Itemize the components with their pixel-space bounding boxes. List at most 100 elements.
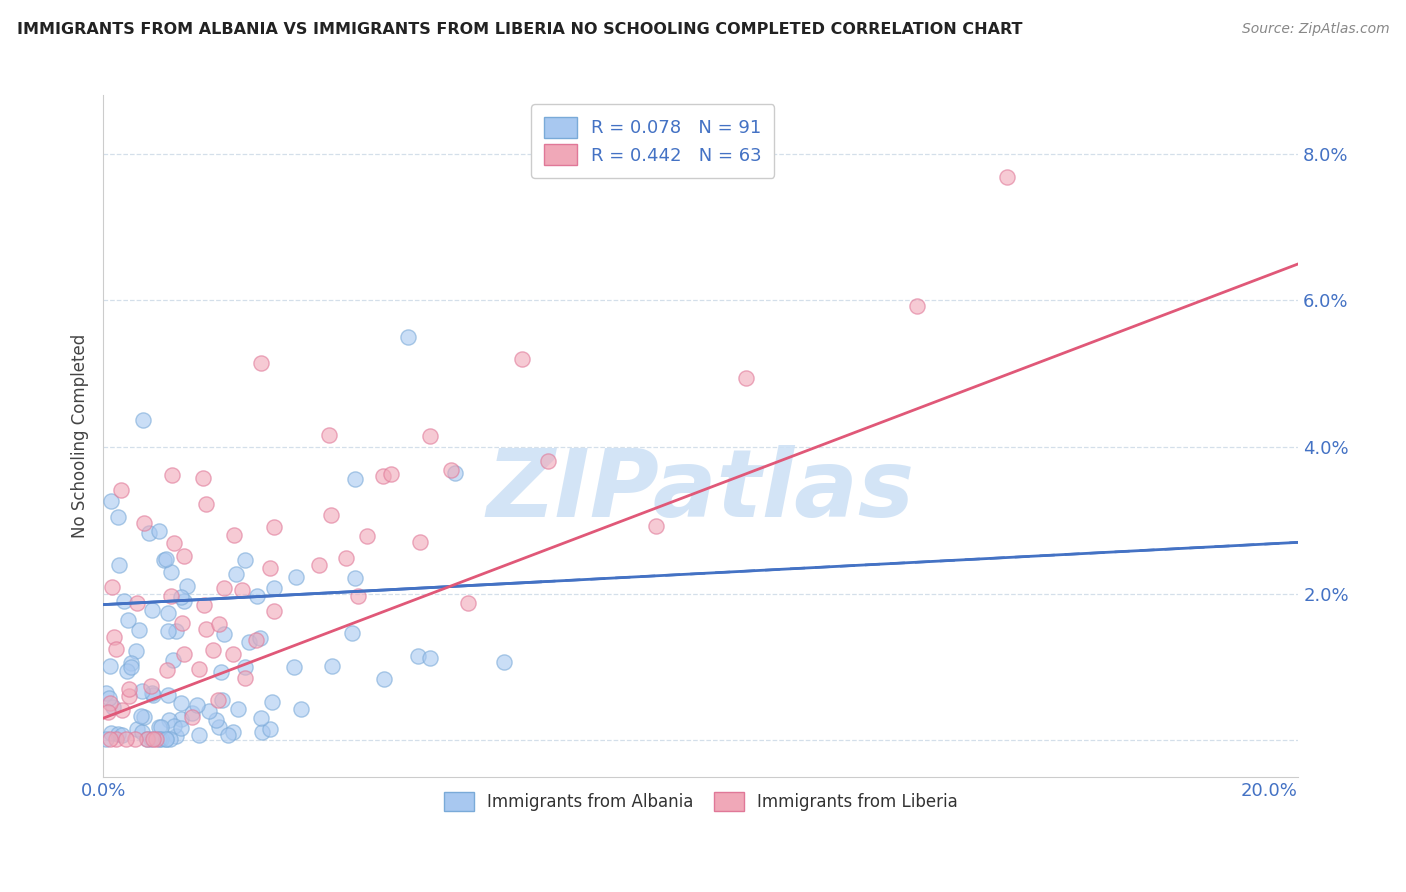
Point: [152, 553, 174, 567]
Point: [120, 660, 142, 674]
Point: [419, 429, 441, 443]
Point: [112, 594, 135, 608]
Point: [98, 659, 121, 673]
Point: [110, 702, 132, 716]
Point: [159, 731, 181, 746]
Legend: Immigrants from Albania, Immigrants from Liberia: Immigrants from Albania, Immigrants from…: [432, 780, 969, 823]
Point: [406, 648, 429, 663]
Point: [373, 469, 395, 483]
Point: [94, 685, 117, 699]
Point: [131, 683, 153, 698]
Point: [212, 581, 235, 595]
Point: [115, 731, 138, 746]
Point: [285, 570, 308, 584]
Text: IMMIGRANTS FROM ALBANIA VS IMMIGRANTS FROM LIBERIA NO SCHOOLING COMPLETED CORREL: IMMIGRANTS FROM ALBANIA VS IMMIGRANTS FR…: [17, 22, 1022, 37]
Point: [176, 579, 198, 593]
Point: [118, 681, 141, 696]
Point: [321, 659, 343, 673]
Point: [163, 536, 186, 550]
Point: [139, 731, 162, 746]
Point: [233, 660, 256, 674]
Point: [120, 656, 142, 670]
Point: [343, 472, 366, 486]
Point: [195, 623, 218, 637]
Point: [308, 558, 330, 573]
Point: [98, 696, 121, 710]
Point: [103, 700, 125, 714]
Point: [419, 651, 441, 665]
Point: [107, 558, 129, 573]
Point: [98, 731, 121, 746]
Point: [246, 589, 269, 603]
Point: [157, 606, 180, 620]
Point: [204, 713, 226, 727]
Point: [148, 524, 170, 538]
Y-axis label: No Schooling Completed: No Schooling Completed: [72, 334, 89, 538]
Point: [97, 706, 120, 720]
Point: [170, 721, 193, 735]
Point: [131, 725, 153, 739]
Point: [209, 665, 232, 679]
Point: [263, 604, 285, 618]
Point: [162, 467, 184, 482]
Point: [170, 616, 193, 631]
Point: [156, 688, 179, 702]
Point: [105, 641, 128, 656]
Point: [141, 679, 163, 693]
Point: [165, 624, 187, 639]
Point: [101, 581, 124, 595]
Point: [160, 589, 183, 603]
Point: [197, 704, 219, 718]
Point: [457, 596, 479, 610]
Point: [163, 719, 186, 733]
Point: [165, 729, 187, 743]
Point: [141, 603, 163, 617]
Point: [142, 688, 165, 702]
Point: [157, 714, 180, 728]
Point: [125, 643, 148, 657]
Point: [734, 371, 756, 385]
Point: [118, 689, 141, 703]
Point: [173, 594, 195, 608]
Point: [134, 709, 156, 723]
Point: [100, 726, 122, 740]
Text: Source: ZipAtlas.com: Source: ZipAtlas.com: [1241, 22, 1389, 37]
Point: [356, 529, 378, 543]
Point: [225, 566, 247, 581]
Point: [409, 535, 432, 549]
Point: [180, 710, 202, 724]
Point: [250, 711, 273, 725]
Point: [645, 519, 668, 533]
Point: [444, 467, 467, 481]
Point: [373, 672, 395, 686]
Point: [396, 330, 419, 344]
Point: [222, 647, 245, 661]
Point: [156, 624, 179, 639]
Point: [233, 671, 256, 685]
Text: ZIPatlas: ZIPatlas: [486, 444, 915, 537]
Point: [135, 731, 157, 746]
Point: [111, 728, 134, 742]
Point: [191, 470, 214, 484]
Point: [129, 709, 152, 723]
Point: [249, 631, 271, 645]
Point: [125, 596, 148, 610]
Point: [155, 551, 177, 566]
Point: [217, 728, 239, 742]
Point: [141, 686, 163, 700]
Point: [136, 731, 159, 746]
Point: [207, 617, 229, 632]
Point: [233, 553, 256, 567]
Point: [201, 642, 224, 657]
Point: [340, 626, 363, 640]
Point: [318, 428, 340, 442]
Point: [193, 599, 215, 613]
Point: [186, 698, 208, 713]
Point: [115, 664, 138, 678]
Point: [103, 630, 125, 644]
Point: [194, 497, 217, 511]
Point: [188, 729, 211, 743]
Point: [170, 590, 193, 604]
Point: [212, 627, 235, 641]
Point: [492, 655, 515, 669]
